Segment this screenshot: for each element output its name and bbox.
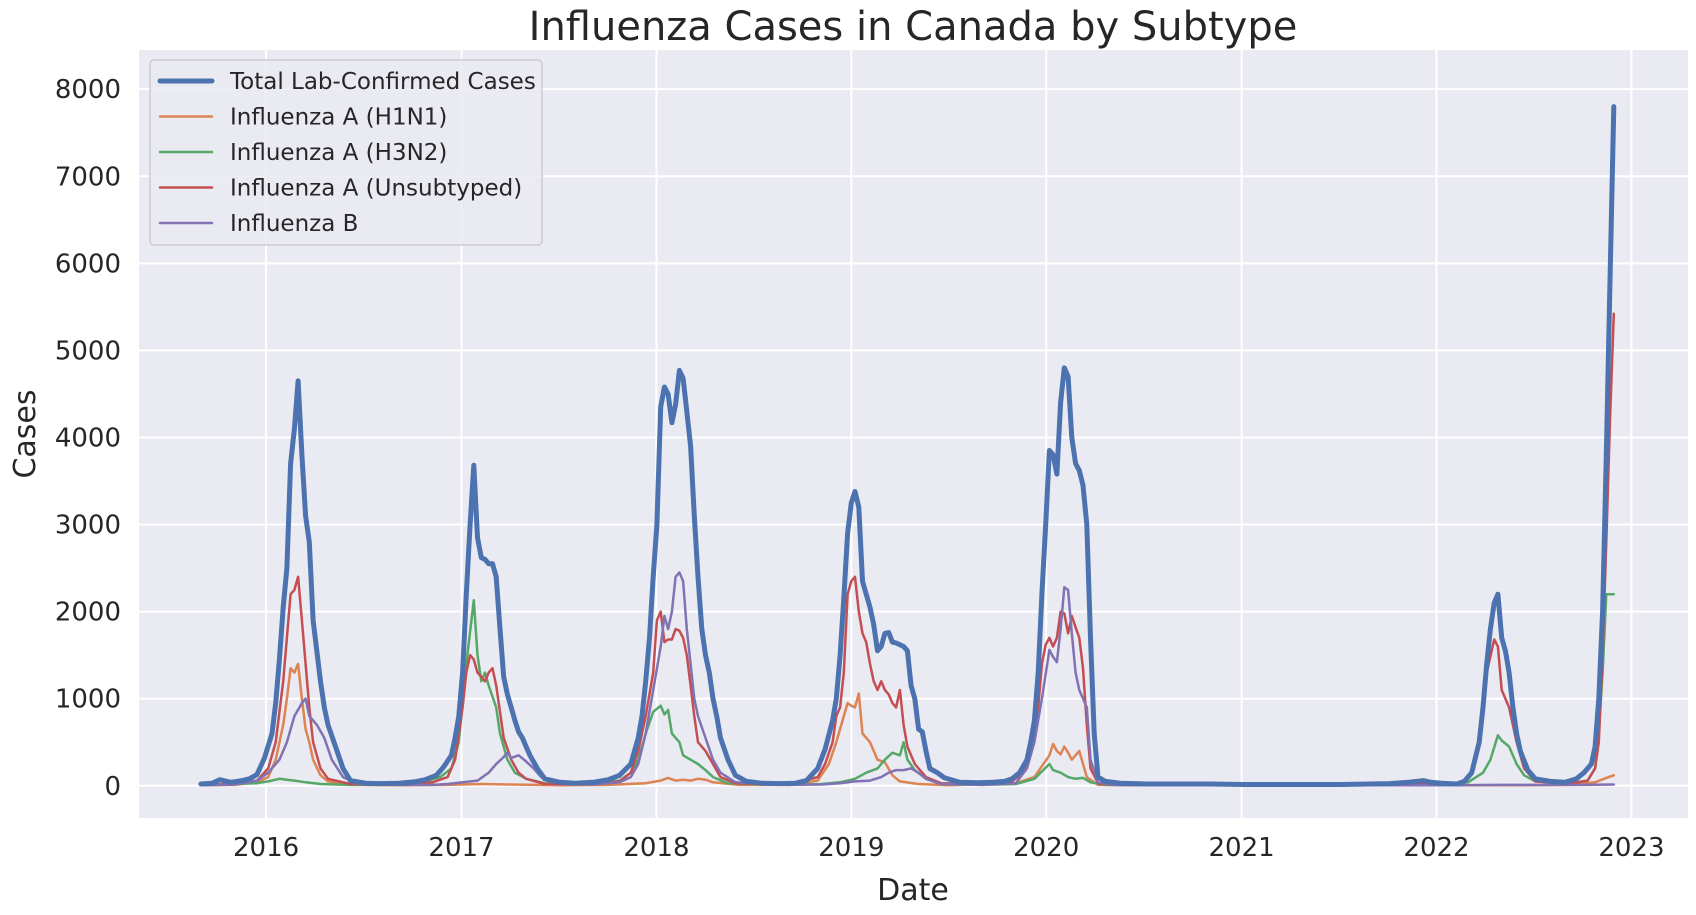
x-tick-label: 2018 <box>623 833 689 863</box>
y-tick-label: 6000 <box>55 249 121 279</box>
y-tick-label: 5000 <box>55 336 121 366</box>
series-line-total-lab-confirmed-cases <box>198 104 1617 787</box>
x-tick-label: 2019 <box>818 833 884 863</box>
x-tick-label: 2020 <box>1013 833 1079 863</box>
legend-label: Influenza A (H1N1) <box>230 105 447 131</box>
y-tick-label: 7000 <box>55 162 121 192</box>
legend-label: Influenza A (H3N2) <box>230 140 447 166</box>
x-tick-label: 2023 <box>1598 833 1664 863</box>
legend-label: Influenza B <box>230 211 358 237</box>
x-tick-label: 2017 <box>428 833 494 863</box>
y-axis-label: Cases <box>8 389 43 478</box>
chart-title: Influenza Cases in Canada by Subtype <box>529 4 1298 50</box>
legend-box <box>149 59 543 246</box>
y-tick-label: 4000 <box>55 423 121 453</box>
legend: Total Lab-Confirmed Cases Influenza A (H1… <box>149 59 543 246</box>
series-layer <box>198 104 1617 787</box>
x-tick-label: 2022 <box>1403 833 1469 863</box>
y-tick-label: 3000 <box>55 511 121 541</box>
y-tick-label: 0 <box>104 772 121 802</box>
x-tick-label: 2016 <box>233 833 299 863</box>
y-tick-label: 1000 <box>55 685 121 715</box>
legend-label: Total Lab-Confirmed Cases <box>229 69 536 95</box>
y-tick-label: 8000 <box>55 75 121 105</box>
tick-layer: 0 1000 2000 3000 4000 5000 6000 7000 8000 2016 201… <box>55 75 1665 863</box>
legend-label: Influenza A (Unsubtyped) <box>230 176 522 202</box>
x-tick-label: 2021 <box>1209 833 1275 863</box>
y-tick-label: 2000 <box>55 598 121 628</box>
x-axis-label: Date <box>877 873 949 908</box>
